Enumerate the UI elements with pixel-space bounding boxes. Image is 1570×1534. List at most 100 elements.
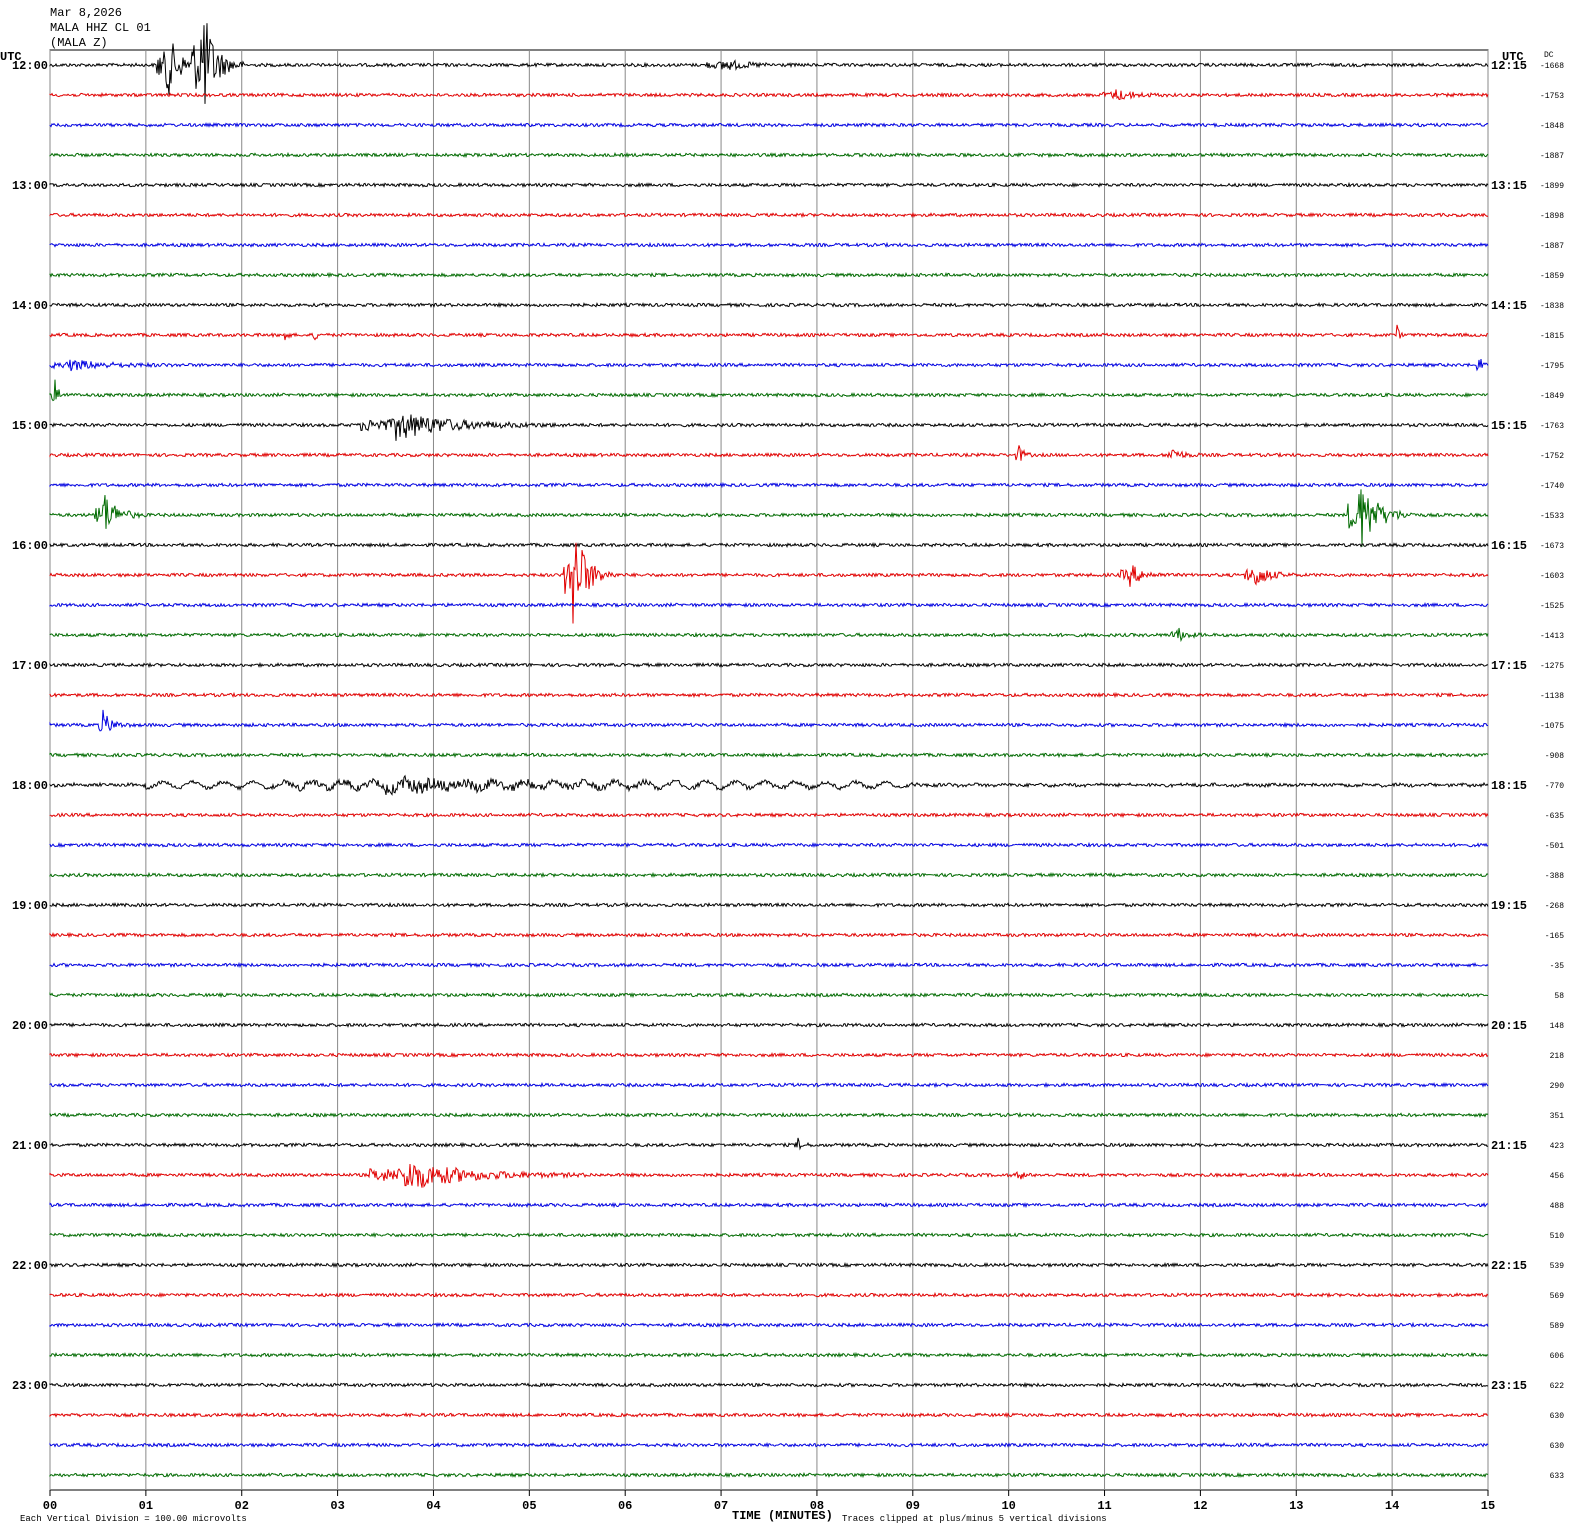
- left-time-label: 14:00: [12, 299, 48, 313]
- x-tick-label: 00: [43, 1499, 57, 1513]
- x-tick-label: 01: [139, 1499, 153, 1513]
- dc-offset: 569: [1550, 1292, 1565, 1301]
- right-time-label: 22:15: [1491, 1259, 1527, 1273]
- right-zone: UTC: [1502, 50, 1524, 64]
- right-time-label: 19:15: [1491, 899, 1527, 913]
- dc-offset: -388: [1545, 872, 1564, 881]
- dc-offset: -501: [1545, 842, 1564, 851]
- dc-offset: -635: [1545, 812, 1564, 821]
- dc-offset: 423: [1550, 1142, 1565, 1151]
- trace: [49, 812, 1489, 819]
- left-time-label: 12:00: [12, 59, 48, 73]
- dc-offset: -1795: [1540, 362, 1564, 371]
- x-axis-title: TIME (MINUTES): [732, 1509, 833, 1523]
- x-tick-label: 10: [1001, 1499, 1015, 1513]
- clip-note: Traces clipped at plus/minus 5 vertical …: [842, 1514, 1107, 1524]
- dc-offset: -1763: [1540, 422, 1564, 431]
- left-time-label: 20:00: [12, 1019, 48, 1033]
- trace: [49, 774, 1489, 796]
- trace: [49, 481, 1489, 489]
- trace: [49, 1137, 1489, 1151]
- trace: [49, 1411, 1489, 1419]
- dc-offset: -1075: [1540, 722, 1564, 731]
- dc-offset: -908: [1545, 752, 1564, 761]
- trace: [49, 241, 1489, 249]
- plot-frame: [49, 49, 1489, 1491]
- dc-offset: 58: [1554, 992, 1564, 1001]
- trace: [49, 122, 1489, 129]
- trace: [49, 601, 1489, 609]
- trace: [49, 211, 1489, 219]
- dc-offset: -165: [1545, 932, 1564, 941]
- trace: [49, 181, 1489, 189]
- dc-offset: -1673: [1540, 542, 1564, 551]
- dc-offset: -1849: [1540, 392, 1564, 401]
- trace: [49, 414, 1489, 441]
- station: MALA HHZ CL 01: [50, 21, 151, 35]
- trace: [49, 691, 1489, 699]
- dc-offset: -1752: [1540, 452, 1564, 461]
- dc-offset: -268: [1545, 902, 1564, 911]
- x-tick-label: 05: [522, 1499, 536, 1513]
- scale-note: Each Vertical Division = 100.00 microvol…: [20, 1514, 247, 1524]
- left-time-label: 19:00: [12, 899, 48, 913]
- trace: [49, 751, 1489, 759]
- trace: [49, 1351, 1489, 1359]
- dc-offset: -1899: [1540, 182, 1564, 191]
- dc-offset: -1275: [1540, 662, 1564, 671]
- trace: [49, 901, 1489, 909]
- trace: [49, 324, 1489, 341]
- left-time-label: 23:00: [12, 1379, 48, 1393]
- right-time-label: 17:15: [1491, 659, 1527, 673]
- left-time-label: 15:00: [12, 419, 48, 433]
- trace: [49, 661, 1489, 669]
- left-time-label: 13:00: [12, 179, 48, 193]
- dc-offset: -1898: [1540, 212, 1564, 221]
- trace: [49, 991, 1488, 999]
- trace: [49, 1381, 1489, 1389]
- trace: [49, 1261, 1489, 1269]
- dc-label: DC: [1544, 51, 1554, 60]
- x-tick-label: 09: [906, 1499, 920, 1513]
- trace: [49, 151, 1489, 159]
- dc-offset: -1838: [1540, 302, 1564, 311]
- trace: [49, 1442, 1489, 1449]
- dc-offset: 351: [1550, 1112, 1565, 1121]
- dc-offset: -1740: [1540, 482, 1564, 491]
- dc-offset: -1525: [1540, 602, 1564, 611]
- trace: [49, 1201, 1489, 1209]
- right-time-label: 15:15: [1491, 419, 1527, 433]
- trace: [49, 1232, 1489, 1239]
- dc-offset: 218: [1550, 1052, 1565, 1061]
- right-time-label: 20:15: [1491, 1019, 1527, 1033]
- x-tick-label: 12: [1193, 1499, 1207, 1513]
- dc-offset: 148: [1550, 1022, 1565, 1031]
- trace: [49, 541, 1489, 549]
- dc-offset: -1859: [1540, 272, 1564, 281]
- dc-offset: -1413: [1540, 632, 1564, 641]
- dc-offset: 630: [1550, 1412, 1565, 1421]
- right-time-label: 16:15: [1491, 539, 1527, 553]
- trace: [49, 931, 1489, 939]
- left-time-label: 16:00: [12, 539, 48, 553]
- left-zone: UTC: [0, 50, 22, 64]
- left-time-label: 17:00: [12, 659, 48, 673]
- trace: [49, 379, 1489, 402]
- dc-offset: 539: [1550, 1262, 1565, 1271]
- x-tick-label: 03: [330, 1499, 344, 1513]
- dc-offset: -1887: [1540, 152, 1564, 161]
- trace: [49, 961, 1489, 969]
- dc-offset: -1668: [1540, 62, 1564, 71]
- dc-offset: 606: [1550, 1352, 1565, 1361]
- trace: [49, 1022, 1489, 1029]
- dc-offset: -1753: [1540, 92, 1564, 101]
- dc-offset: -1887: [1540, 242, 1564, 251]
- dc-offset: -770: [1545, 782, 1564, 791]
- dc-offset: -1848: [1540, 122, 1564, 131]
- trace: [49, 359, 1489, 372]
- dc-offset: -1138: [1540, 692, 1564, 701]
- trace: [49, 1291, 1489, 1299]
- component: (MALA Z): [50, 36, 108, 50]
- right-time-label: 14:15: [1491, 299, 1527, 313]
- dc-offset: -1533: [1540, 512, 1564, 521]
